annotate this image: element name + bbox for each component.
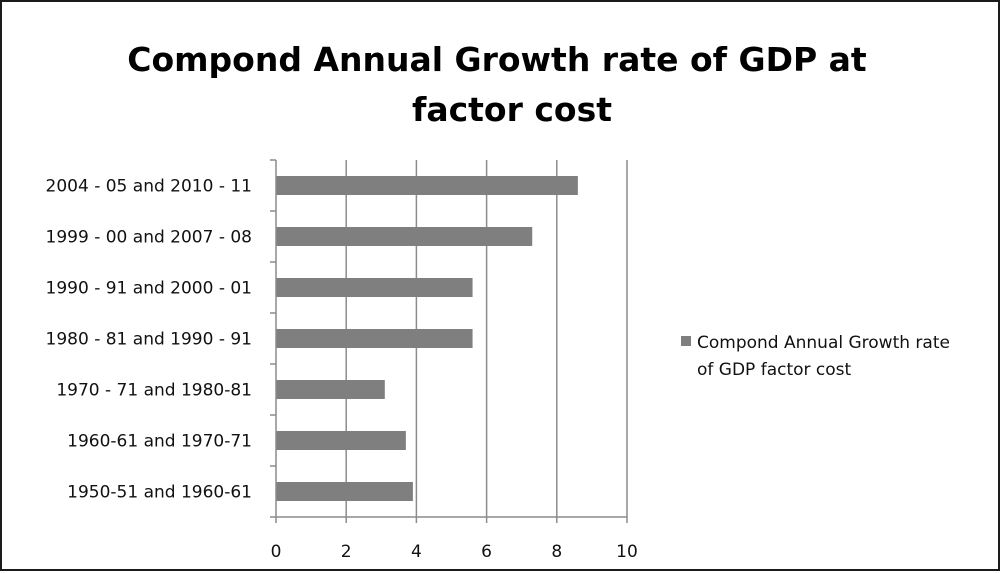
category-label: 1960-61 and 1970-71: [67, 432, 252, 452]
category-label: 1990 - 91 and 2000 - 01: [46, 279, 252, 299]
bars-layer: [276, 176, 578, 501]
axis-layer: [270, 159, 628, 523]
legend-label-line-2: of GDP factor cost: [697, 360, 852, 380]
bar: [276, 329, 473, 348]
chart-title: Compond Annual Growth rate of GDP at fac…: [127, 40, 867, 129]
bar: [276, 278, 473, 297]
category-label: 1980 - 81 and 1990 - 91: [46, 330, 252, 350]
legend-label-line-1: Compond Annual Growth rate: [697, 333, 950, 353]
bar: [276, 431, 406, 450]
category-label: 1970 - 71 and 1980-81: [56, 381, 252, 401]
legend: Compond Annual Growth rate of GDP factor…: [681, 333, 950, 380]
chart-title-line-1: Compond Annual Growth rate of GDP at: [127, 40, 867, 79]
chart-title-line-2: factor cost: [412, 90, 612, 129]
x-tick-label: 8: [551, 542, 562, 562]
grid-layer: [345, 160, 628, 517]
category-label: 2004 - 05 and 2010 - 11: [46, 177, 252, 197]
x-tick-label: 0: [271, 542, 282, 562]
category-labels: 2004 - 05 and 2010 - 11 1999 - 00 and 200…: [46, 177, 252, 503]
x-tick-label: 2: [341, 542, 352, 562]
category-label: 1999 - 00 and 2007 - 08: [46, 228, 252, 248]
legend-swatch: [681, 336, 691, 346]
bar: [276, 482, 413, 501]
x-tick-label: 10: [616, 542, 638, 562]
bar: [276, 176, 578, 195]
category-label: 1950-51 and 1960-61: [67, 483, 252, 503]
bar: [276, 227, 533, 246]
x-tick-label: 4: [411, 542, 422, 562]
x-tick-label: 6: [481, 542, 492, 562]
bar: [276, 380, 385, 399]
x-tick-labels: 0 2 4 6 8 10: [271, 542, 638, 562]
